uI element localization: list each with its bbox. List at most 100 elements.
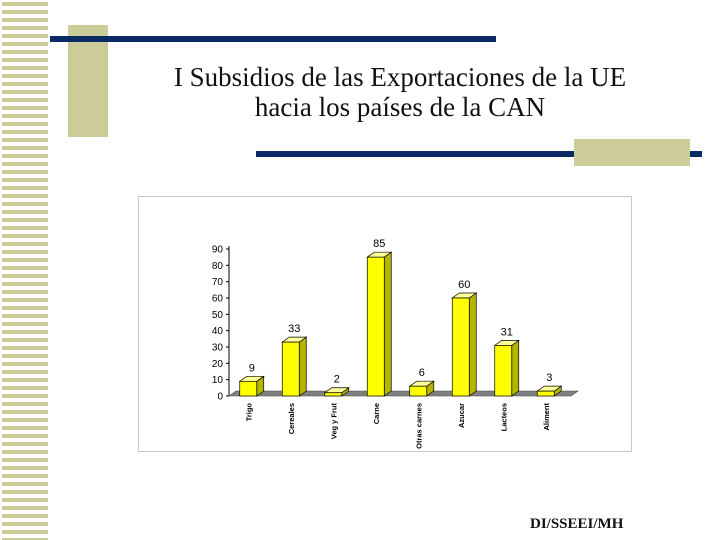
stripe-band bbox=[2, 282, 48, 286]
x-tick-label: Otras carnes bbox=[414, 403, 423, 449]
stripe-band bbox=[2, 74, 48, 78]
stripe-band bbox=[2, 338, 48, 342]
chart-floor bbox=[228, 390, 579, 397]
stripe-band bbox=[2, 402, 48, 406]
data-label: 85 bbox=[373, 238, 385, 250]
chart-frame: 0 10 20 30 40 50 60 70 80 90 9 Trigo 33 Cereales 2 Veg … bbox=[138, 196, 632, 452]
stripe-band bbox=[2, 370, 48, 374]
slide-title: I Subsidios de las Exportaciones de la U… bbox=[120, 62, 680, 122]
bar-chart: 0 10 20 30 40 50 60 70 80 90 9 Trigo 33 Cereales 2 Veg … bbox=[212, 238, 579, 449]
y-tick-label: 10 bbox=[212, 375, 224, 386]
decorative-bar-bottom bbox=[256, 151, 702, 157]
stripe-band bbox=[2, 362, 48, 366]
bar-side bbox=[383, 251, 392, 397]
data-label: 31 bbox=[501, 326, 513, 338]
bar-front bbox=[366, 256, 385, 397]
slide-title-line-2: hacia los países de la CAN bbox=[254, 92, 546, 122]
y-tick-label: 70 bbox=[212, 277, 224, 288]
bar-side bbox=[468, 292, 477, 397]
stripe-band bbox=[2, 482, 48, 486]
stripe-band bbox=[2, 234, 48, 238]
y-tick-label: 50 bbox=[212, 310, 224, 321]
y-tick-label: 90 bbox=[212, 245, 224, 256]
bar bbox=[536, 385, 563, 397]
stripe-band bbox=[2, 210, 48, 214]
bar bbox=[366, 251, 393, 397]
stripe-band bbox=[2, 218, 48, 222]
data-label: 33 bbox=[288, 323, 300, 335]
stripe-band bbox=[2, 98, 48, 102]
slide-title-line-1: I Subsidios de las Exportaciones de la U… bbox=[173, 62, 627, 92]
y-tick-label: 0 bbox=[217, 392, 223, 403]
stripe-band bbox=[2, 178, 48, 182]
stripe-band bbox=[2, 266, 48, 270]
stripe-band bbox=[2, 458, 48, 462]
stripe-band bbox=[2, 130, 48, 134]
decorative-bar-top bbox=[50, 36, 496, 42]
stripe-band bbox=[2, 194, 48, 198]
stripe-band bbox=[2, 186, 48, 190]
stripe-band bbox=[2, 66, 48, 70]
stripe-band bbox=[2, 50, 48, 54]
stripe-band bbox=[2, 162, 48, 166]
stripe-band bbox=[2, 258, 48, 262]
stripe-band bbox=[2, 378, 48, 382]
bar-side bbox=[298, 336, 307, 397]
bar bbox=[493, 339, 520, 397]
data-label: 3 bbox=[546, 372, 552, 384]
x-tick-label: Veg y Frut bbox=[329, 403, 338, 440]
stripe-band bbox=[2, 322, 48, 326]
y-tick-label: 20 bbox=[212, 359, 224, 370]
stripe-band bbox=[2, 274, 48, 278]
stripe-band bbox=[2, 298, 48, 302]
stripe-band bbox=[2, 170, 48, 174]
decorative-block-top bbox=[68, 25, 108, 137]
data-label: 2 bbox=[334, 374, 340, 386]
bar bbox=[408, 380, 435, 397]
stripe-band bbox=[2, 434, 48, 438]
stripe-band bbox=[2, 426, 48, 430]
stripe-band bbox=[2, 114, 48, 118]
stripe-band bbox=[2, 202, 48, 206]
stripe-band bbox=[2, 226, 48, 230]
stripe-band bbox=[2, 498, 48, 502]
stripe-band bbox=[2, 146, 48, 150]
bar bbox=[451, 292, 478, 397]
bar bbox=[238, 375, 265, 397]
stripe-band bbox=[2, 106, 48, 110]
stripe-band bbox=[2, 122, 48, 126]
stripe-band bbox=[2, 522, 48, 526]
decorative-block-bottom bbox=[574, 139, 690, 166]
x-tick-label: Trigo bbox=[244, 403, 253, 422]
stripe-band bbox=[2, 26, 48, 30]
data-label: 9 bbox=[249, 362, 255, 374]
stripe-band bbox=[2, 506, 48, 510]
y-tick-label: 80 bbox=[212, 261, 224, 272]
stripe-band bbox=[2, 354, 48, 358]
x-tick-label: Lacteos bbox=[499, 403, 508, 431]
stripe-band bbox=[2, 154, 48, 158]
bar bbox=[323, 387, 350, 397]
bar bbox=[281, 336, 308, 397]
x-tick-label: Carne bbox=[372, 403, 381, 424]
stripe-band bbox=[2, 490, 48, 494]
stripe-band bbox=[2, 2, 48, 6]
bar-front bbox=[324, 392, 343, 397]
stripe-band bbox=[2, 450, 48, 454]
stripe-band bbox=[2, 306, 48, 310]
stripe-band bbox=[2, 538, 48, 540]
stripe-band bbox=[2, 10, 48, 14]
x-tick-label: Cereales bbox=[287, 403, 296, 434]
stripe-band bbox=[2, 250, 48, 254]
bar-front bbox=[281, 341, 300, 397]
stripe-band bbox=[2, 386, 48, 390]
stripe-band bbox=[2, 34, 48, 38]
stripe-band bbox=[2, 138, 48, 142]
stripe-band bbox=[2, 474, 48, 478]
bar-side bbox=[511, 339, 520, 397]
x-tick-label: Azucar bbox=[457, 403, 466, 428]
y-tick-label: 30 bbox=[212, 343, 224, 354]
slide-footer: DI/SSEEI/MH bbox=[530, 516, 624, 532]
y-tick-label: 40 bbox=[212, 326, 224, 337]
stripe-band bbox=[2, 242, 48, 246]
